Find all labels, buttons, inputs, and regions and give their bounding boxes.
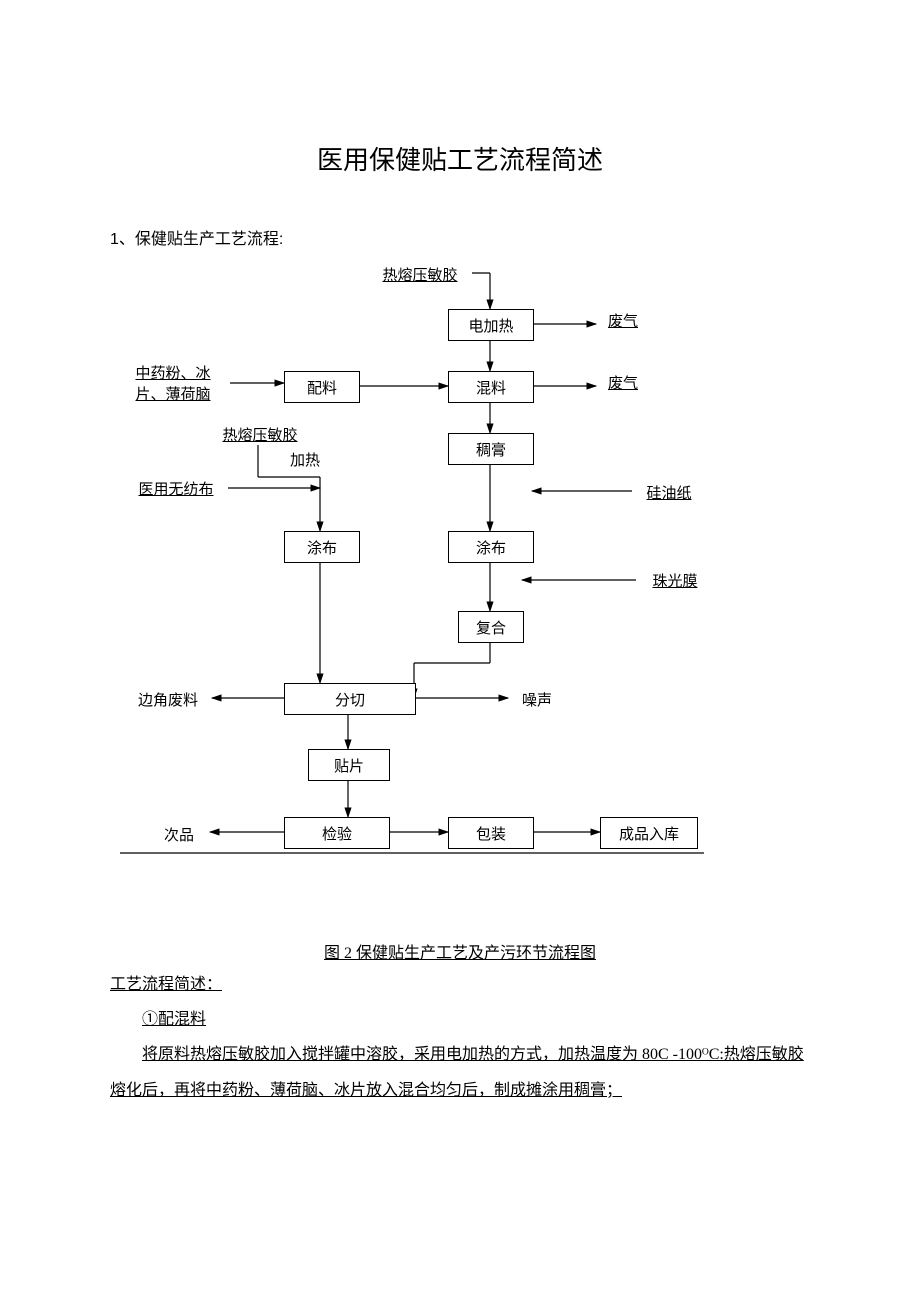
flow-node-chougao: 稠膏: [448, 433, 534, 465]
section-heading: 1、保健贴生产工艺流程:: [110, 225, 810, 249]
document-page: 医用保健贴工艺流程简述 1、保健贴生产工艺流程: 热熔压敏胶电加热废气中药粉、冰…: [0, 0, 920, 1168]
body-paragraph: 将原料热熔压敏胶加入搅拌罐中溶胶，采用电加热的方式，加热温度为 80C -100…: [110, 1037, 810, 1107]
flow-node-pearl_film: 珠光膜: [640, 569, 710, 591]
flow-node-peiliao: 配料: [284, 371, 360, 403]
page-title: 医用保健贴工艺流程简述: [110, 140, 810, 177]
section-label: 保健贴生产工艺流程:: [135, 231, 283, 248]
flow-node-waste_gas_2: 废气: [598, 371, 648, 393]
flow-node-ruku: 成品入库: [600, 817, 698, 849]
flow-node-nonwoven: 医用无纺布: [126, 477, 226, 499]
flow-node-waste_gas_1: 废气: [598, 309, 648, 331]
flow-node-silicone: 硅油纸: [634, 481, 704, 503]
flow-node-scrap: 边角废料: [128, 688, 208, 710]
flow-node-hot_melt_top: 热熔压敏胶: [370, 263, 470, 285]
flow-node-fenqie: 分切: [284, 683, 416, 715]
flow-node-hunliao: 混料: [448, 371, 534, 403]
subheading: 工艺流程简述：: [110, 967, 810, 1002]
section-number: 1、: [110, 231, 135, 248]
flow-node-fuhe: 复合: [458, 611, 524, 643]
flow-node-cipin: 次品: [154, 823, 204, 845]
flow-node-jiare: 加热: [280, 449, 330, 469]
flow-node-tiepian: 贴片: [308, 749, 390, 781]
figure-caption: 图 2 保健贴生产工艺及产污环节流程图: [110, 939, 810, 963]
flow-node-hot_melt_2: 热熔压敏胶: [210, 423, 310, 445]
flow-node-baozhuang: 包装: [448, 817, 534, 849]
flow-node-tubu_left: 涂布: [284, 531, 360, 563]
flow-node-noise: 噪声: [512, 688, 562, 710]
flow-node-tubu_right: 涂布: [448, 531, 534, 563]
flow-node-jianyan: 检验: [284, 817, 390, 849]
step-label: ①配混料: [110, 1002, 810, 1037]
flowchart-diagram: 热熔压敏胶电加热废气中药粉、冰 片、薄荷脑配料混料废气热熔压敏胶加热稠膏医用无纺…: [110, 263, 810, 933]
flow-node-heating: 电加热: [448, 309, 534, 341]
flow-node-ingredients: 中药粉、冰 片、薄荷脑: [118, 361, 228, 405]
